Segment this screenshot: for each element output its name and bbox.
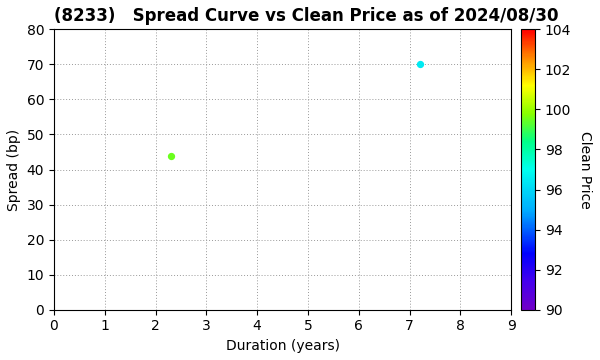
X-axis label: Duration (years): Duration (years) [226, 339, 340, 353]
Point [415, 62, 425, 67]
Point [166, 153, 176, 158]
Y-axis label: Clean Price: Clean Price [578, 131, 592, 208]
Y-axis label: Spread (bp): Spread (bp) [7, 129, 21, 211]
Text: (8233)   Spread Curve vs Clean Price as of 2024/08/30: (8233) Spread Curve vs Clean Price as of… [54, 7, 559, 25]
